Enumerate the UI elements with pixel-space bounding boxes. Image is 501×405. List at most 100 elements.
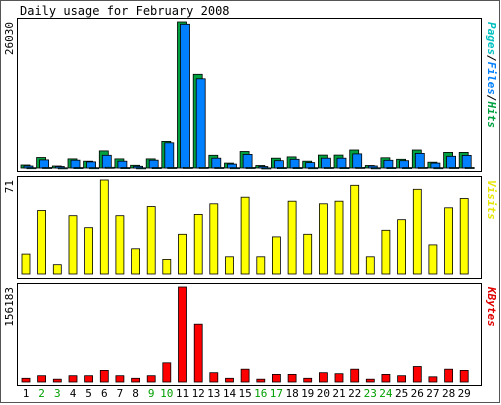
files-bar-17: [273, 160, 284, 169]
pages-bar-6: [104, 166, 115, 169]
visits-ymax-label: 71: [3, 180, 16, 193]
files-bar-12: [195, 78, 206, 169]
pages-bar-11: [183, 166, 193, 169]
x-tick-label-1: 1: [23, 387, 30, 400]
x-tick-label-2: 2: [38, 387, 45, 400]
visits-bar-28: [444, 207, 454, 275]
x-tick-label-15: 15: [238, 387, 251, 400]
x-tick-label-19: 19: [301, 387, 314, 400]
kbytes-bar-21: [334, 373, 344, 383]
x-tick-label-25: 25: [395, 387, 408, 400]
legend-sep-2: /: [485, 95, 498, 102]
kbytes-bar-20: [318, 372, 328, 383]
legend-pages: Pages: [485, 22, 498, 55]
x-tick-label-16: 16: [254, 387, 267, 400]
x-tick-label-28: 28: [442, 387, 455, 400]
pages-bar-4: [73, 167, 84, 170]
kbytes-bar-10: [162, 362, 172, 383]
kbytes-bar-2: [37, 375, 46, 383]
pages-bar-21: [339, 167, 350, 170]
kbytes-bar-13: [209, 372, 219, 383]
hits-panel-frame: [17, 18, 482, 172]
x-tick-label-3: 3: [54, 387, 61, 400]
x-tick-label-20: 20: [317, 387, 330, 400]
pages-bar-18: [292, 167, 303, 170]
kbytes-ymax-label: 156183: [3, 287, 16, 327]
pages-bar-17: [276, 167, 287, 170]
visits-bar-19: [303, 233, 313, 275]
x-tick-label-29: 29: [458, 387, 471, 400]
pages-bar-9: [151, 167, 162, 170]
files-bar-4: [70, 159, 81, 169]
kbytes-bar-28: [444, 368, 454, 383]
files-bar-7: [117, 160, 128, 169]
files-bar-28: [446, 155, 457, 169]
x-tick-label-17: 17: [270, 387, 283, 400]
kbytes-bar-6: [99, 369, 109, 383]
pages-bar-8: [136, 167, 147, 170]
visits-panel-frame: [17, 176, 482, 279]
visits-bar-2: [37, 210, 46, 275]
kbytes-bar-19: [303, 377, 313, 383]
visits-bar-3: [52, 264, 62, 275]
files-bar-19: [305, 162, 316, 169]
x-tick-label-9: 9: [148, 387, 155, 400]
x-tick-label-26: 26: [411, 387, 424, 400]
x-axis-labels: 1 2 3 4 5 6 7 8 9 10 11 12 13 14 15 16 17 18 19 20 21 22 23 24 2…: [23, 387, 471, 400]
pages-bar-13: [214, 167, 225, 169]
pages-bar-25: [402, 167, 413, 170]
visits-bar-7: [115, 215, 125, 275]
files-bar-18: [289, 158, 300, 169]
files-bar-22: [352, 153, 363, 169]
visits-bar-25: [397, 219, 407, 275]
x-tick-label-13: 13: [207, 387, 220, 400]
kbytes-bar-24: [381, 373, 391, 383]
visits-bar-6: [99, 179, 109, 275]
x-tick-label-22: 22: [348, 387, 361, 400]
legend-files: Files: [485, 62, 498, 95]
kbytes-bar-25: [397, 375, 407, 383]
pages-bar-29: [464, 167, 475, 169]
kbytes-bar-18: [287, 373, 297, 383]
visits-bar-4: [68, 215, 78, 275]
kbytes-bar-8: [131, 377, 141, 383]
kbytes-bar-29: [459, 369, 469, 383]
files-bar-29: [461, 154, 472, 169]
kbytes-bar-4: [68, 375, 78, 383]
visits-bar-14: [225, 256, 234, 275]
legend-sep-1: /: [485, 55, 498, 62]
kbytes-bar-16: [256, 378, 266, 383]
hits-ymax-label: 26030: [3, 22, 16, 55]
visits-bar-27: [428, 244, 438, 275]
kbytes-bar-14: [225, 377, 234, 383]
x-tick-label-24: 24: [379, 387, 393, 400]
visits-bar-9: [146, 206, 156, 275]
files-bar-2: [39, 159, 49, 169]
pages-bar-7: [120, 167, 131, 170]
kbytes-bar-5: [84, 375, 93, 383]
files-bar-15: [242, 153, 253, 169]
pages-bar-14: [230, 167, 240, 170]
visits-bar-22: [350, 184, 360, 275]
x-tick-label-18: 18: [285, 387, 298, 400]
visits-bar-16: [256, 256, 266, 275]
kbytes-bar-7: [115, 375, 125, 383]
x-tick-label-21: 21: [332, 387, 345, 400]
visits-bar-13: [209, 203, 219, 275]
pages-bar-1: [26, 167, 37, 170]
pages-bar-22: [355, 166, 366, 169]
files-bar-13: [211, 157, 222, 169]
kbytes-bar-3: [52, 378, 62, 383]
files-bar-11: [180, 23, 190, 169]
files-bar-27: [430, 162, 441, 169]
visits-bar-15: [240, 196, 250, 275]
x-tick-label-8: 8: [132, 387, 139, 400]
pages-bar-12: [198, 166, 209, 169]
bars-layer: [20, 21, 475, 383]
files-bar-25: [399, 160, 410, 169]
visits-bar-24: [381, 229, 391, 275]
x-tick-label-14: 14: [223, 387, 237, 400]
x-tick-label-10: 10: [160, 387, 173, 400]
